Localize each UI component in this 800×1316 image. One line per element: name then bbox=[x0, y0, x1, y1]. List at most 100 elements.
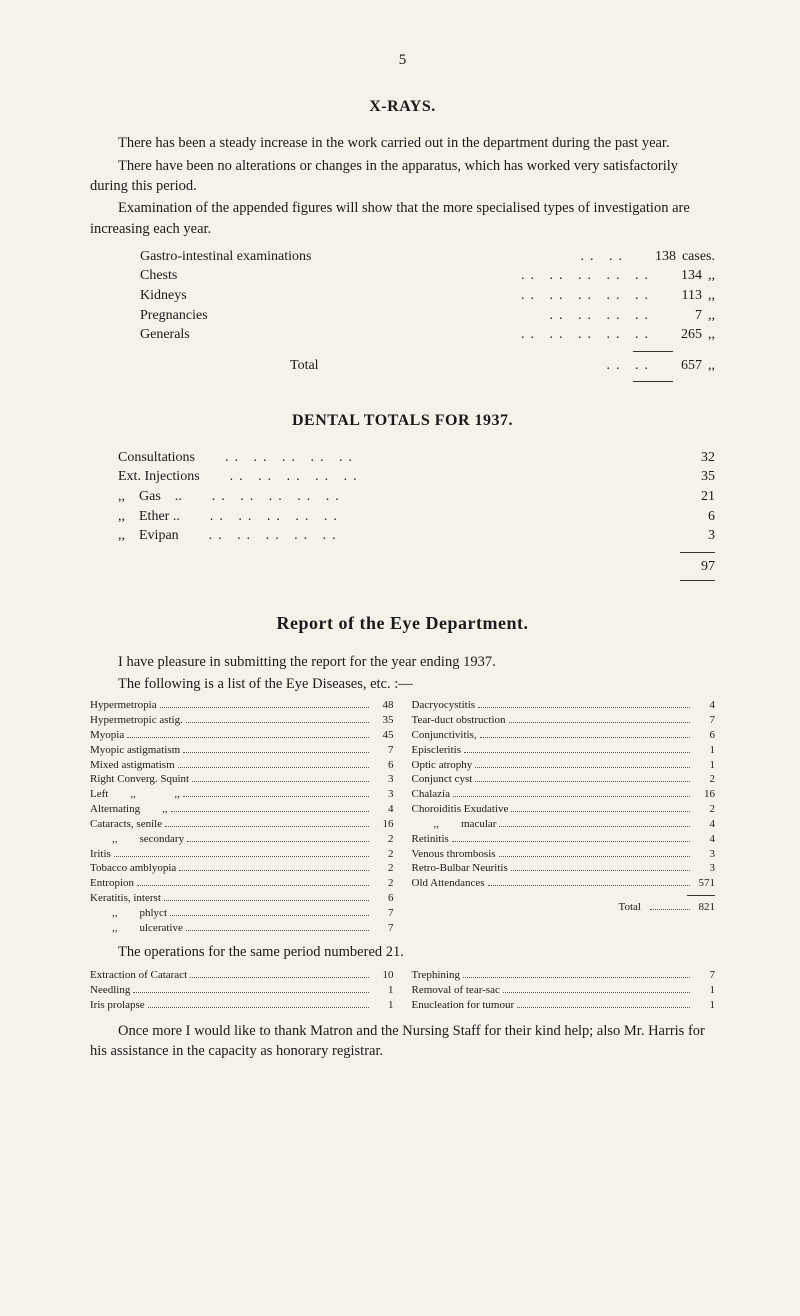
dental-value: 6 bbox=[685, 507, 715, 527]
eye-label: Optic atrophy bbox=[412, 758, 473, 773]
eye-label: Conjunctivitis, bbox=[412, 728, 477, 743]
dotted-fill bbox=[179, 870, 368, 871]
eye-label: Myopic astigmatism bbox=[90, 743, 180, 758]
eye-value: 4 bbox=[693, 698, 715, 713]
eye-value: 1 bbox=[693, 983, 715, 998]
dental-total-row: 97 bbox=[118, 557, 715, 577]
dotted-fill bbox=[170, 915, 369, 916]
eye-row: Cataracts, senile 16 bbox=[90, 817, 394, 832]
dotted-fill bbox=[464, 752, 690, 753]
eye-label: Venous thrombosis bbox=[412, 847, 496, 862]
eye-list-intro: The following is a list of the Eye Disea… bbox=[90, 674, 715, 694]
eye-label: Iris prolapse bbox=[90, 998, 145, 1013]
eye-value: 1 bbox=[372, 998, 394, 1013]
eye-row: Keratitis, interst 6 bbox=[90, 891, 394, 906]
eye-value: 2 bbox=[693, 802, 715, 817]
dotted-fill bbox=[453, 796, 690, 797]
dental-label: Ext. Injections bbox=[118, 467, 200, 487]
eye-value: 7 bbox=[693, 713, 715, 728]
dental-label: ,, Ether .. bbox=[118, 507, 180, 527]
dotted-fill bbox=[127, 737, 368, 738]
eye-row: Alternating ,,4 bbox=[90, 802, 394, 817]
exam-label: Generals bbox=[140, 325, 190, 345]
eye-row: Hypermetropic astig.35 bbox=[90, 713, 394, 728]
eye-total-row: Total 821 bbox=[412, 900, 716, 915]
dental-dots: .. .. .. .. .. bbox=[200, 507, 353, 527]
eye-row: Extraction of Cataract10 bbox=[90, 968, 394, 983]
ops-left-col: Extraction of Cataract10Needling1Iris pr… bbox=[90, 968, 394, 1013]
eye-value: 16 bbox=[693, 787, 715, 802]
eye-row: Tobacco amblyopia2 bbox=[90, 861, 394, 876]
eye-value: 3 bbox=[693, 861, 715, 876]
eye-row: ,, secondary2 bbox=[90, 832, 394, 847]
eye-row: Optic atrophy 1 bbox=[412, 758, 716, 773]
exam-value: 265 bbox=[664, 325, 702, 345]
dotted-fill bbox=[503, 992, 690, 993]
ops-right-col: Trephining7Removal of tear-sac1Enucleati… bbox=[412, 968, 716, 1013]
xrays-title: X-RAYS. bbox=[90, 96, 715, 118]
eye-row: Episcleritis1 bbox=[412, 743, 716, 758]
eye-row: Choroiditis Exudative 2 bbox=[412, 802, 716, 817]
eye-row: Right Converg. Squint3 bbox=[90, 772, 394, 787]
exam-dots: .. .. .. .. bbox=[540, 306, 665, 326]
exam-label: Chests bbox=[140, 266, 177, 286]
eye-row: Myopic astigmatism7 bbox=[90, 743, 394, 758]
eye-value: 1 bbox=[693, 743, 715, 758]
eye-value: 35 bbox=[372, 713, 394, 728]
eye-label: Mixed astigmatism bbox=[90, 758, 175, 773]
exam-suffix: ,, bbox=[702, 306, 715, 326]
eye-label: Retro-Bulbar Neuritis bbox=[412, 861, 508, 876]
rule bbox=[687, 895, 715, 896]
eye-label: Trephining bbox=[412, 968, 461, 983]
eye-label: Choroiditis Exudative bbox=[412, 802, 509, 817]
eye-label: ,, phlyct bbox=[90, 906, 167, 921]
rule bbox=[633, 351, 673, 352]
eye-row: ,, ulcerative7 bbox=[90, 921, 394, 936]
eye-label: Entropion bbox=[90, 876, 134, 891]
dental-label: ,, Evipan bbox=[118, 526, 179, 546]
dental-dots: .. .. .. .. .. bbox=[215, 448, 368, 468]
eye-value: 3 bbox=[372, 787, 394, 802]
dotted-fill bbox=[171, 811, 369, 812]
eye-row: Conjunctivitis,6 bbox=[412, 728, 716, 743]
page-number: 5 bbox=[90, 50, 715, 71]
total-value: 657 bbox=[664, 356, 702, 376]
eye-total-value: 821 bbox=[693, 900, 715, 915]
exam-dots: .. .. bbox=[570, 247, 638, 267]
dental-value: 3 bbox=[685, 526, 715, 546]
exam-value: 134 bbox=[664, 266, 702, 286]
eye-row: Iris prolapse 1 bbox=[90, 998, 394, 1013]
exam-row: Chests .. .. .. .. .. 134 ,, bbox=[140, 266, 715, 286]
eye-row: Removal of tear-sac1 bbox=[412, 983, 716, 998]
exam-suffix: ,, bbox=[702, 266, 715, 286]
eye-row: Left ,, ,,3 bbox=[90, 787, 394, 802]
eye-label: Extraction of Cataract bbox=[90, 968, 187, 983]
eye-value: 16 bbox=[372, 817, 394, 832]
xrays-table: Gastro-intestinal examinations .. .. 138… bbox=[140, 247, 715, 383]
eye-value: 6 bbox=[372, 891, 394, 906]
exam-suffix: cases. bbox=[676, 247, 715, 267]
eye-value: 3 bbox=[372, 772, 394, 787]
dotted-fill bbox=[186, 930, 369, 931]
eye-value: 1 bbox=[693, 998, 715, 1013]
eye-disease-columns: Hypermetropia48Hypermetropic astig.35Myo… bbox=[90, 698, 715, 936]
eye-value: 1 bbox=[372, 983, 394, 998]
dental-dots: .. .. .. .. .. bbox=[199, 526, 352, 546]
eye-value: 2 bbox=[693, 772, 715, 787]
eye-label: ,, ulcerative bbox=[90, 921, 183, 936]
eye-label: Keratitis, interst bbox=[90, 891, 161, 906]
exam-row: Generals .. .. .. .. .. 265 ,, bbox=[140, 325, 715, 345]
eye-value: 2 bbox=[372, 847, 394, 862]
eye-closing: Once more I would like to thank Matron a… bbox=[90, 1021, 715, 1062]
dental-value: 32 bbox=[685, 448, 715, 468]
eye-value: 6 bbox=[372, 758, 394, 773]
eye-label: Myopia bbox=[90, 728, 124, 743]
eye-row: ,, phlyct7 bbox=[90, 906, 394, 921]
dental-label: ,, Gas .. bbox=[118, 487, 182, 507]
eye-label: Needling bbox=[90, 983, 130, 998]
exam-value: 7 bbox=[664, 306, 702, 326]
dotted-fill bbox=[499, 826, 690, 827]
dotted-fill bbox=[478, 707, 690, 708]
eye-value: 1 bbox=[693, 758, 715, 773]
eye-label: Cataracts, senile bbox=[90, 817, 162, 832]
